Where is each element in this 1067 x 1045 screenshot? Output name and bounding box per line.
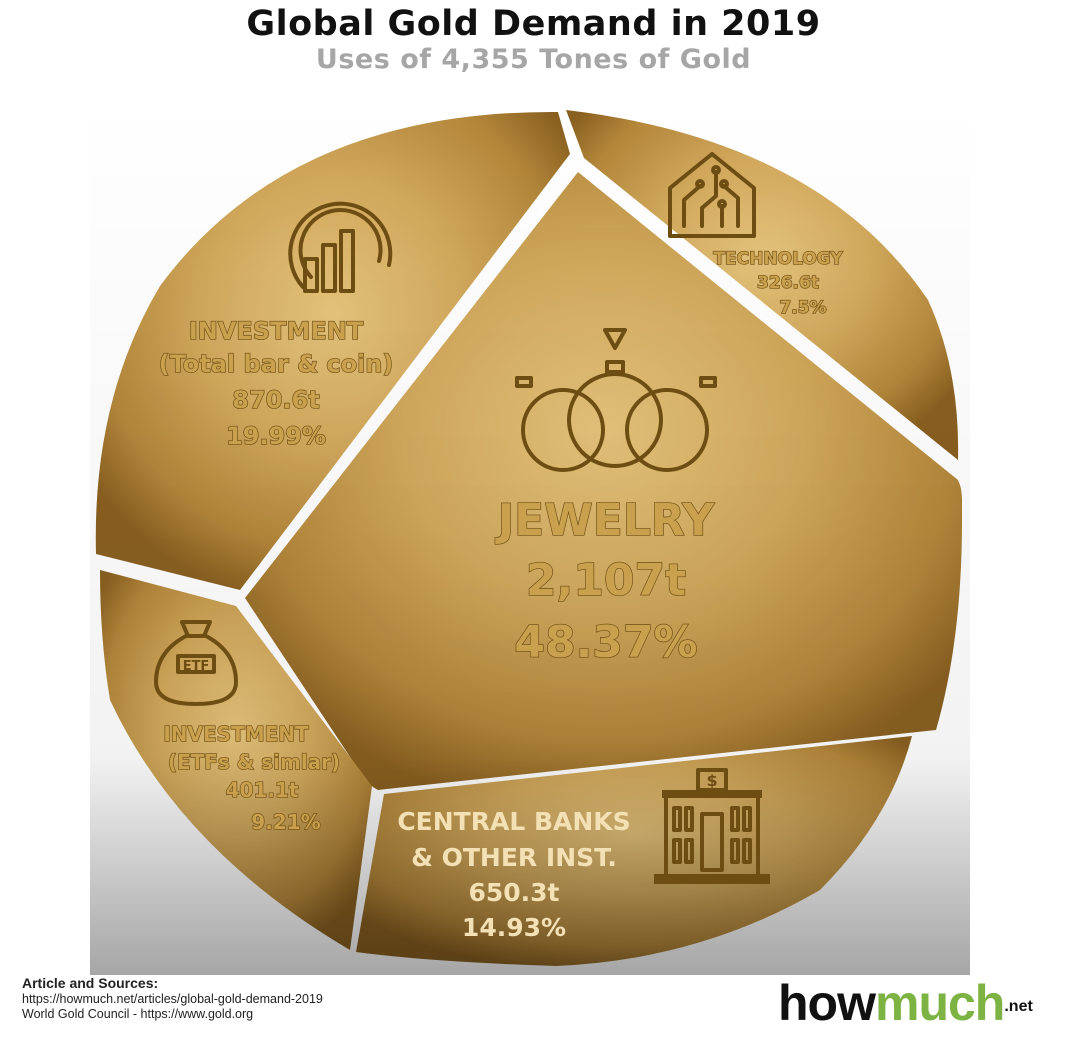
technology-percent: 7.5%: [779, 298, 826, 318]
etf-icon-text: ETF: [183, 659, 210, 674]
circuit-house-icon: [668, 152, 756, 238]
central-banks-name: CENTRAL BANKS: [397, 807, 630, 836]
howmuch-logo[interactable]: howmuch.net: [778, 978, 1033, 1028]
investment-etf-name: INVESTMENT: [163, 722, 309, 746]
rings-icon: [515, 328, 717, 472]
investment-etf-tonnes: 401.1t: [226, 778, 299, 802]
label-investment-etf: INVESTMENT (ETFs & simlar) 401.1t 9.21%: [163, 721, 341, 834]
label-jewelry: JEWELRY 2,107t 48.37%: [494, 494, 716, 668]
chart-subtitle: Uses of 4,355 Tones of Gold: [315, 44, 752, 75]
growth-chart-icon: [288, 201, 393, 293]
logo-how: how: [778, 975, 876, 1031]
central-banks-tonnes: 650.3t: [468, 878, 559, 907]
label-central-banks: CENTRAL BANKS & OTHER INST. 650.3t 14.93…: [397, 807, 630, 942]
jewelry-name: JEWELRY: [495, 495, 716, 546]
money-bag-icon: ETF: [154, 620, 238, 706]
jewelry-tonnes: 2,107t: [526, 555, 686, 606]
logo-much: much: [874, 975, 1005, 1031]
chart-title: Global Gold Demand in 2019: [246, 4, 821, 44]
label-investment-bar-coin: INVESTMENT (Total bar & coin) 870.6t 19.…: [158, 316, 394, 450]
technology-tonnes: 326.6t: [757, 273, 819, 293]
central-banks-sub: & OTHER INST.: [411, 843, 617, 872]
investment-bar-coin-tonnes: 870.6t: [232, 386, 319, 414]
source-link-wgc[interactable]: World Gold Council - https://www.gold.or…: [22, 1007, 254, 1021]
central-banks-percent: 14.93%: [462, 913, 566, 942]
jewelry-percent: 48.37%: [514, 617, 697, 668]
investment-bar-coin-sub: (Total bar & coin): [159, 350, 394, 378]
bank-building-icon: $: [654, 768, 770, 884]
sources-heading: Article and Sources:: [22, 975, 159, 991]
investment-bar-coin-percent: 19.99%: [226, 422, 326, 450]
investment-etf-sub: (ETFs & simlar): [168, 750, 340, 774]
svg-text:$: $: [706, 771, 717, 790]
technology-name: TECHNOLOGY: [713, 249, 843, 269]
investment-bar-coin-name: INVESTMENT: [189, 317, 364, 345]
label-technology: TECHNOLOGY 326.6t 7.5%: [713, 248, 844, 318]
source-link-article[interactable]: https://howmuch.net/articles/global-gold…: [22, 992, 323, 1006]
investment-etf-percent: 9.21%: [251, 810, 320, 834]
sources-block: Article and Sources: https://howmuch.net…: [22, 976, 323, 1022]
logo-net: .net: [1004, 998, 1033, 1015]
